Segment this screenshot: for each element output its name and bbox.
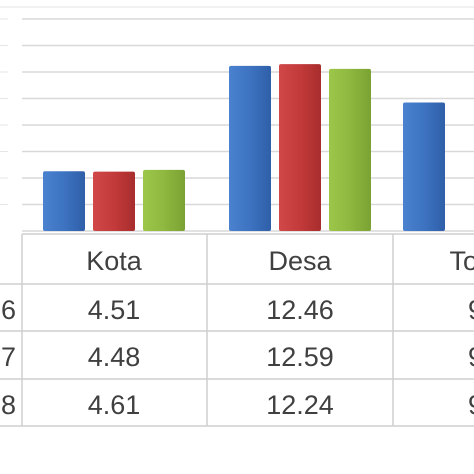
bar-kota-series-2 bbox=[93, 171, 135, 231]
table-cell: 9 bbox=[468, 390, 474, 420]
bar-desa-series-3 bbox=[329, 68, 371, 231]
table-row-label: 7 bbox=[1, 342, 16, 372]
bar-kota-series-1 bbox=[43, 171, 85, 231]
table-header-desa: Desa bbox=[268, 246, 332, 276]
table-cell: 4.48 bbox=[88, 342, 141, 372]
bar-to-series-1 bbox=[403, 102, 445, 231]
table-cell: 4.51 bbox=[88, 295, 141, 325]
table-header-kota: Kota bbox=[86, 246, 143, 276]
table-row-label: 6 bbox=[1, 295, 16, 325]
table-header-to: To bbox=[449, 246, 474, 276]
table-cell: 9 bbox=[468, 295, 474, 325]
table-row-label: 8 bbox=[1, 390, 16, 420]
bar-desa-series-1 bbox=[229, 65, 271, 231]
table-cell: 12.46 bbox=[266, 295, 334, 325]
table-cell: 12.59 bbox=[266, 342, 334, 372]
table-cell: 12.24 bbox=[266, 390, 334, 420]
bars bbox=[43, 64, 445, 232]
table-cell: 4.61 bbox=[88, 390, 141, 420]
bar-desa-series-2 bbox=[279, 64, 321, 232]
table-cell: 9 bbox=[468, 342, 474, 372]
data-table: Kota Desa To 6 4.51 12.46 9 7 4.48 12.59 9 8 4.61 12.… bbox=[0, 233, 474, 427]
bar-kota-series-3 bbox=[143, 169, 185, 231]
